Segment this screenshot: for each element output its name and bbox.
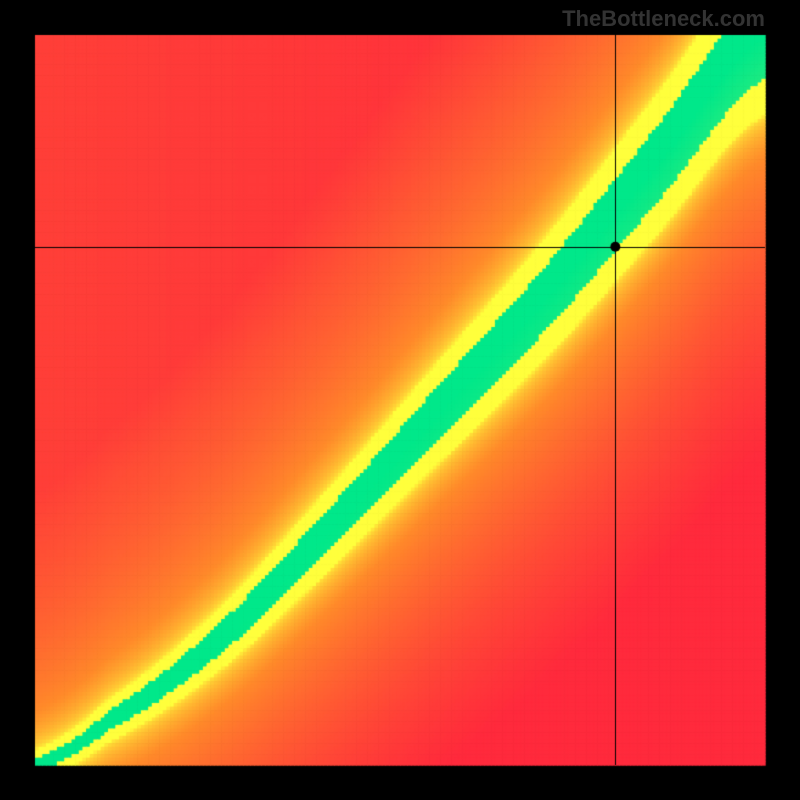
watermark-text: TheBottleneck.com xyxy=(562,6,765,32)
chart-container: TheBottleneck.com xyxy=(0,0,800,800)
bottleneck-heatmap-canvas xyxy=(0,0,800,800)
